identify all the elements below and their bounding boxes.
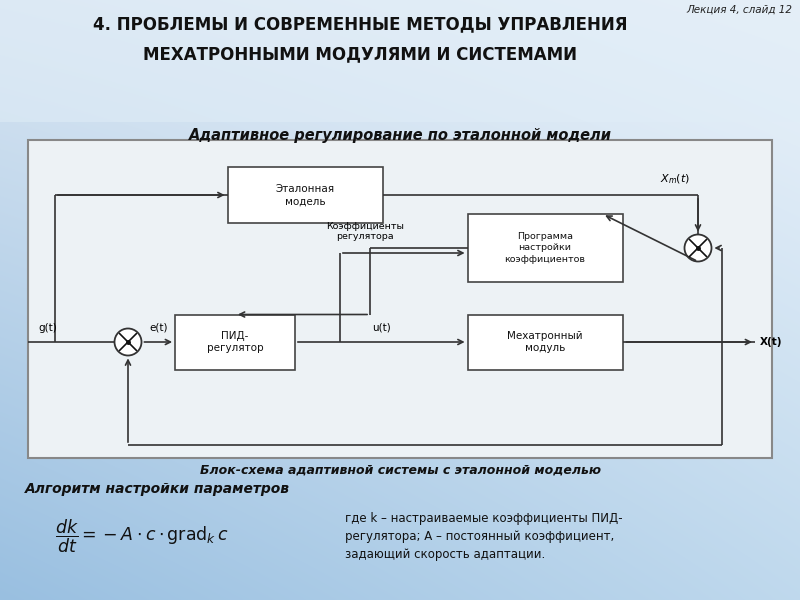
Bar bbox=[467, 214, 622, 282]
Text: $X_m(t)$: $X_m(t)$ bbox=[660, 172, 690, 186]
Text: Алгоритм настройки параметров: Алгоритм настройки параметров bbox=[25, 482, 290, 496]
Text: МЕХАТРОННЫМИ МОДУЛЯМИ И СИСТЕМАМИ: МЕХАТРОННЫМИ МОДУЛЯМИ И СИСТЕМАМИ bbox=[143, 45, 577, 63]
Text: Эталонная
модель: Эталонная модель bbox=[275, 184, 334, 206]
Text: 4. ПРОБЛЕМЫ И СОВРЕМЕННЫЕ МЕТОДЫ УПРАВЛЕНИЯ: 4. ПРОБЛЕМЫ И СОВРЕМЕННЫЕ МЕТОДЫ УПРАВЛЕ… bbox=[93, 15, 627, 33]
Text: Лекция 4, слайд 12: Лекция 4, слайд 12 bbox=[686, 5, 792, 15]
Bar bbox=[28, 140, 772, 458]
Bar bbox=[227, 167, 382, 223]
Circle shape bbox=[685, 235, 711, 262]
Text: Программа
настройки
коэффициентов: Программа настройки коэффициентов bbox=[505, 232, 586, 263]
Text: $\dfrac{dk}{dt} = -A \cdot c \cdot \mathrm{grad}_k\,c$: $\dfrac{dk}{dt} = -A \cdot c \cdot \math… bbox=[55, 518, 229, 556]
Bar bbox=[0, 0, 800, 122]
Text: Адаптивное регулирование по эталонной модели: Адаптивное регулирование по эталонной мо… bbox=[189, 128, 611, 143]
Text: g(t): g(t) bbox=[38, 323, 58, 333]
Text: ПИД-
регулятор: ПИД- регулятор bbox=[206, 331, 263, 353]
Text: X(t): X(t) bbox=[760, 337, 782, 347]
Text: где k – настраиваемые коэффициенты ПИД-
регулятора; A – постоянный коэффициент,
: где k – настраиваемые коэффициенты ПИД- … bbox=[345, 512, 622, 561]
Text: Коэффициенты
регулятора: Коэффициенты регулятора bbox=[326, 221, 404, 241]
Text: Мехатронный
модуль: Мехатронный модуль bbox=[507, 331, 583, 353]
Bar bbox=[467, 314, 622, 370]
Text: u(t): u(t) bbox=[372, 323, 390, 333]
Text: Блок-схема адаптивной системы с эталонной моделью: Блок-схема адаптивной системы с эталонно… bbox=[199, 464, 601, 477]
Bar bbox=[175, 314, 295, 370]
Text: e(t): e(t) bbox=[149, 323, 167, 333]
Circle shape bbox=[114, 329, 142, 355]
